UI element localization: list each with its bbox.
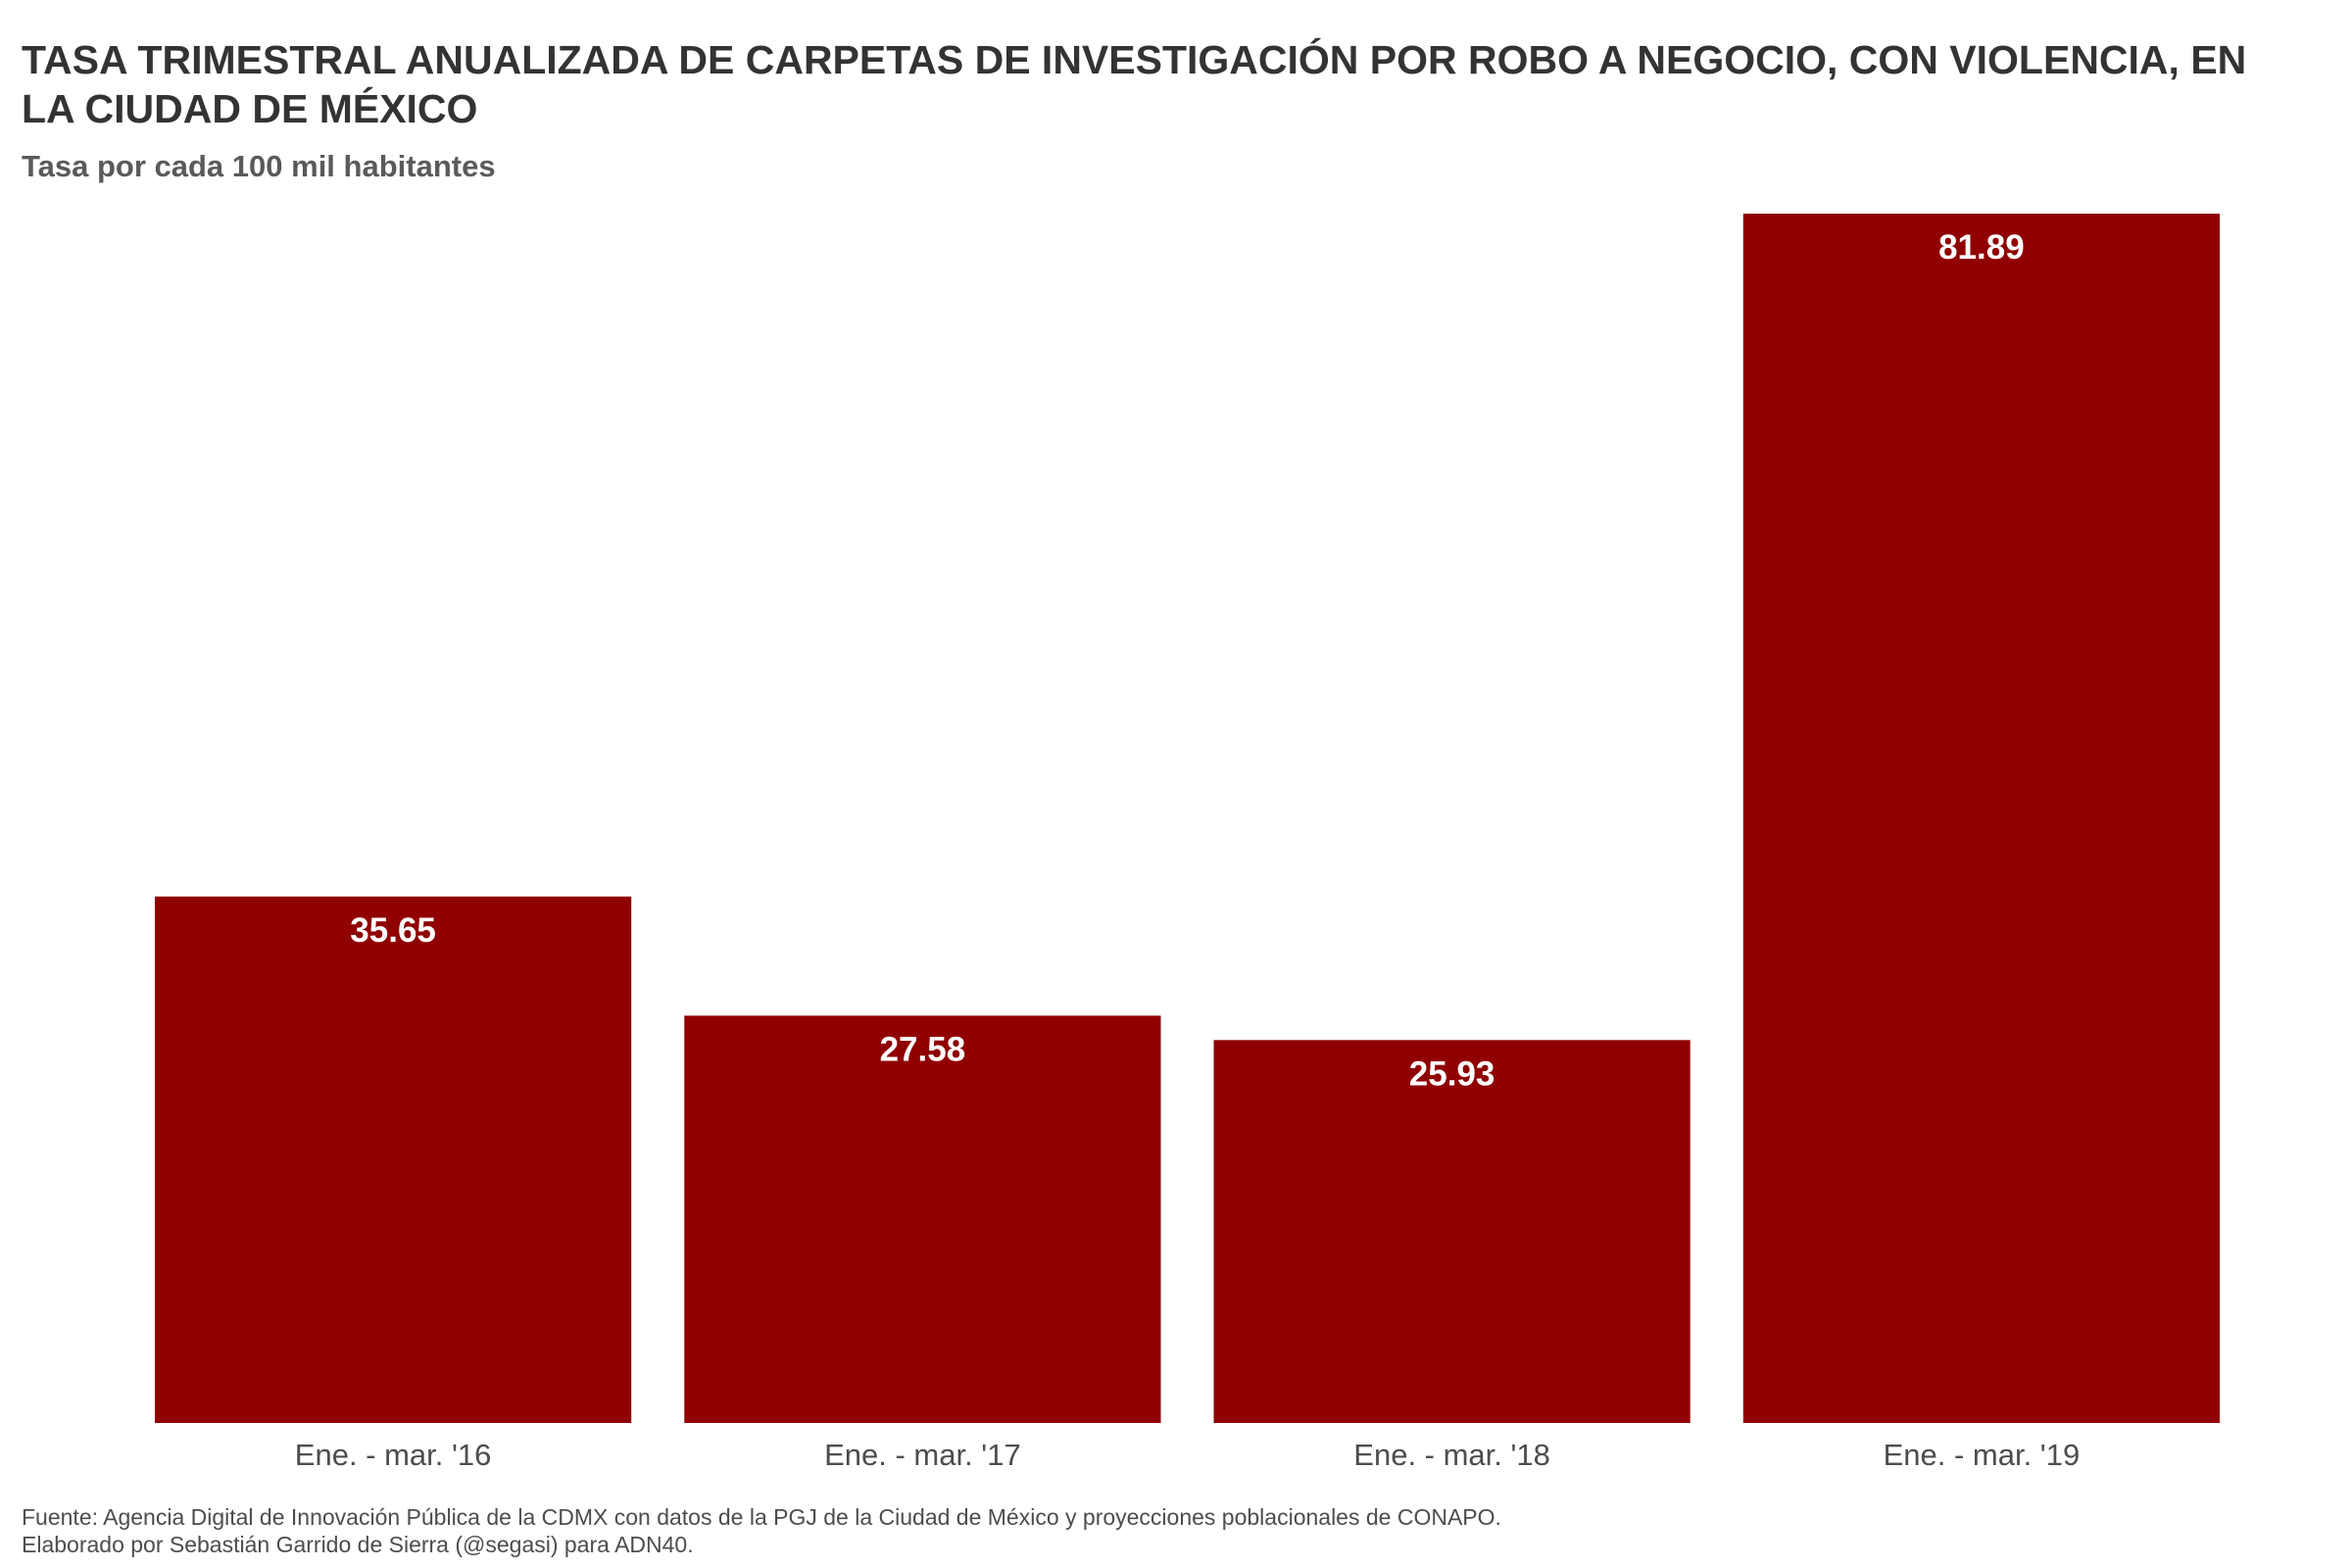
bar-3: [1213, 1040, 1690, 1423]
x-tick-label-2: Ene. - mar. '17: [824, 1438, 1021, 1472]
bar-4: [1742, 214, 2220, 1423]
chart-subtitle: Tasa por cada 100 mil habitantes: [22, 149, 496, 183]
bar-2: [684, 1015, 1161, 1423]
bar-value-label-1: 35.65: [350, 911, 436, 950]
value-labels-layer: 35.65 27.58 25.93 81.89: [350, 228, 2024, 1093]
bar-1: [155, 896, 632, 1423]
credit-line: Elaborado por Sebastián Garrido de Sierr…: [22, 1532, 694, 1557]
x-axis-tick-labels: Ene. - mar. '16 Ene. - mar. '17 Ene. - mar…: [295, 1438, 2080, 1472]
bars-layer: [155, 214, 2220, 1423]
x-tick-label-4: Ene. - mar. '19: [1884, 1438, 2081, 1472]
bar-value-label-3: 25.93: [1409, 1054, 1495, 1093]
source-caption: Fuente: Agencia Digital de Innovación Pú…: [22, 1503, 1501, 1558]
bar-value-label-2: 27.58: [880, 1030, 966, 1068]
chart-title: TASA TRIMESTRAL ANUALIZADA DE CARPETAS D…: [22, 37, 2247, 131]
x-tick-label-3: Ene. - mar. '18: [1353, 1438, 1550, 1472]
bar-value-label-4: 81.89: [1938, 228, 2025, 267]
x-tick-label-1: Ene. - mar. '16: [295, 1438, 492, 1472]
source-line: Fuente: Agencia Digital de Innovación Pú…: [22, 1504, 1501, 1530]
